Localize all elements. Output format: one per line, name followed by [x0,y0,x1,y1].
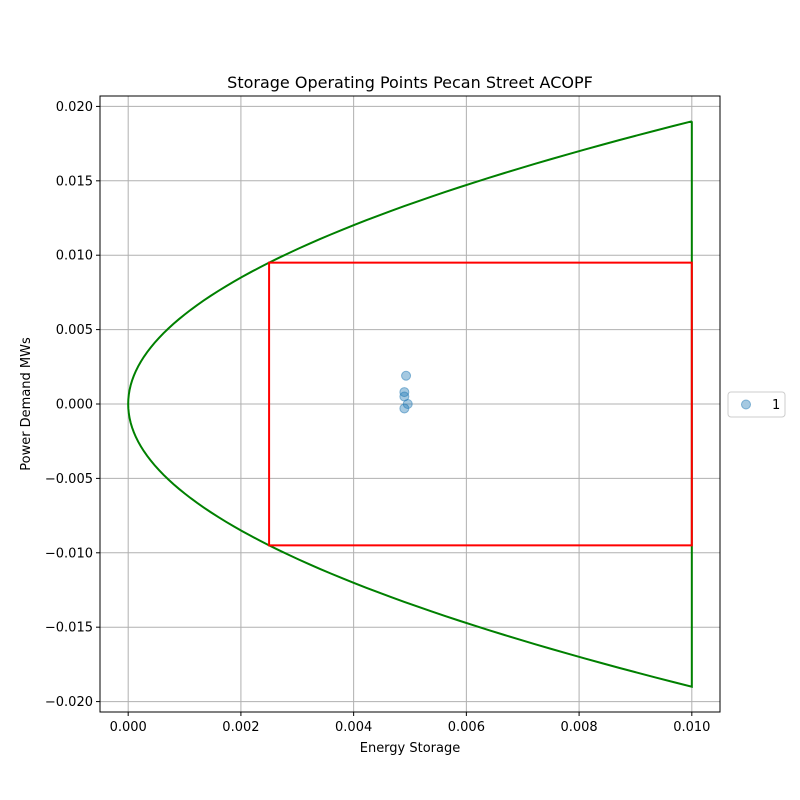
y-axis-label: Power Demand MWs [19,337,34,471]
operating-region-rect [268,261,693,547]
x-tick-label: 0.010 [673,720,710,735]
x-axis-ticks: 0.000 0.002 0.004 0.006 0.008 0.010 [110,712,710,735]
y-tick-label: 0.020 [56,100,93,115]
x-tick-label: 0.000 [110,720,147,735]
legend: 1 [727,391,786,418]
legend-label: 1 [772,398,780,413]
y-tick-label: 0.010 [56,249,93,264]
chart-title: Storage Operating Points Pecan Street AC… [227,73,593,92]
x-tick-label: 0.002 [222,720,259,735]
y-tick-label: 0.005 [56,323,93,338]
data-point [401,370,412,381]
y-tick-label: 0.015 [56,174,93,189]
x-tick-label: 0.008 [560,720,597,735]
legend-marker [741,399,751,410]
x-tick-label: 0.006 [448,720,485,735]
legend-box [727,391,786,418]
x-axis-label: Energy Storage [360,741,461,756]
plot-lines [127,120,693,688]
boundary-curve [127,120,693,688]
x-tick-label: 0.004 [335,720,372,735]
y-tick-label: −0.005 [45,472,93,487]
data-point [399,403,410,414]
y-tick-label: −0.015 [45,621,93,636]
y-axis-ticks: 0.020 0.015 0.010 0.005 0.000 −0.005 −0.010 −0.… [45,100,100,710]
y-tick-label: −0.010 [45,546,93,561]
y-tick-label: −0.020 [45,695,93,710]
scatter-points [399,370,413,414]
y-tick-label: 0.000 [56,398,93,413]
